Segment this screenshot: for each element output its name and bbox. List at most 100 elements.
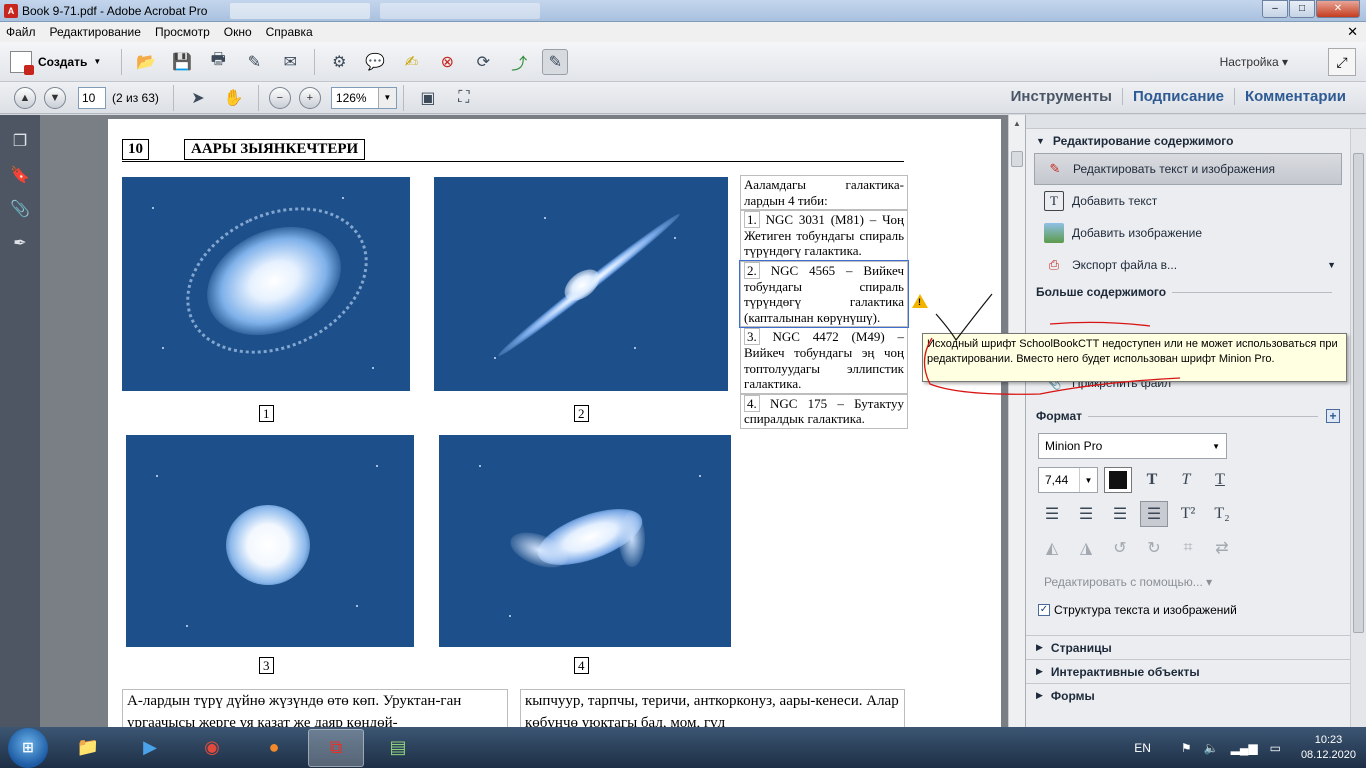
text-block[interactable]: 3. NGC 4472 (M49) – Вийкеч тобундагы эң … (740, 327, 908, 394)
pages-icon[interactable]: ❐ (12, 133, 28, 150)
blurred-tab (230, 3, 370, 19)
align-right-icon[interactable]: ☰ (1112, 506, 1128, 523)
edit-document-icon[interactable]: ✎ (247, 53, 261, 71)
print-icon[interactable]: 🖶 (210, 51, 226, 68)
maximize-button[interactable]: □ (1289, 0, 1315, 18)
flip-vertical-icon[interactable]: ◮ (1079, 540, 1093, 557)
edit-content-icon[interactable]: ✎ (542, 48, 569, 75)
explorer-icon[interactable]: 📁 (76, 737, 100, 757)
replace-image-icon[interactable]: ⇄ (1215, 540, 1229, 557)
tab-tools[interactable]: Инструменты (1010, 88, 1112, 105)
save-icon[interactable]: 💾 (172, 53, 193, 71)
bookmark-icon[interactable]: 🔖 (10, 167, 30, 184)
section-forms[interactable]: ▶ Формы (1026, 683, 1366, 707)
windows-taskbar: ⊞ 📁 ▶ ◉ ● ⧉ ▤ EN ⚑ 🔈 ▂▄▆ ▭ 10:23 08.12.2… (0, 727, 1366, 768)
delete-page-icon[interactable]: ⊗ (440, 53, 454, 71)
previous-page-icon[interactable]: ▲ (14, 86, 36, 109)
menu-view[interactable]: Просмотр (154, 25, 210, 39)
menu-file[interactable]: Файл (6, 25, 36, 39)
zoom-out-icon[interactable]: − (268, 86, 291, 109)
menu-help[interactable]: Справка (265, 25, 313, 39)
add-image-button[interactable]: Добавить изображение (1026, 217, 1366, 249)
close-document-icon[interactable]: ✕ (1347, 24, 1358, 39)
add-text-button[interactable]: T Добавить текст (1026, 185, 1366, 217)
fit-width-icon[interactable]: ⛶ (458, 88, 470, 106)
panel-scrollbar[interactable] (1350, 129, 1366, 727)
chrome-icon[interactable]: ◉ (204, 737, 220, 757)
edit-with-menu[interactable]: Редактировать с помощью... ▾ (1044, 575, 1213, 589)
font-select[interactable]: Minion Pro ▼ (1038, 433, 1227, 459)
settings-menu[interactable]: Настройка ▾ (1219, 55, 1288, 69)
section-interactive-objects[interactable]: ▶ Интерактивные объекты (1026, 659, 1366, 683)
comment-icon[interactable]: 💬 (365, 53, 386, 71)
signature-icon[interactable]: ✒ (13, 235, 27, 252)
align-justify-icon[interactable]: ☰ (1140, 501, 1168, 527)
section-content-editing[interactable]: ▼ Редактирование содержимого (1036, 134, 1234, 148)
close-button[interactable]: ✕ (1316, 0, 1360, 18)
rotate-right-icon[interactable]: ↻ (1147, 540, 1161, 557)
edit-text-icon: ✎ (1049, 161, 1061, 176)
tab-sign[interactable]: Подписание (1121, 88, 1234, 105)
next-page-icon[interactable]: ▼ (44, 86, 66, 109)
text-block[interactable]: 1. NGC 3031 (M81) – Чоң Жетиген тобундаг… (740, 210, 908, 261)
crop-icon[interactable]: ⌗ (1183, 539, 1193, 556)
terminal-icon[interactable]: ▤ (389, 737, 407, 757)
menu-edit[interactable]: Редактирование (49, 25, 141, 39)
extract-page-icon[interactable]: ⤴ (511, 55, 528, 73)
battery-icon[interactable]: ▭ (1269, 740, 1281, 755)
text-block[interactable]: Ааламдагы галактика-лардын 4 тиби: (740, 175, 908, 211)
create-button[interactable]: Создать ▼ (10, 49, 101, 75)
align-center-icon[interactable]: ☰ (1078, 506, 1094, 523)
flip-horizontal-icon[interactable]: ◭ (1045, 540, 1059, 557)
media-player-icon[interactable]: ▶ (143, 737, 157, 757)
gear-icon[interactable]: ⚙ (332, 53, 347, 71)
minimize-button[interactable]: – (1262, 0, 1288, 18)
page-number-input[interactable]: 10 (78, 86, 106, 109)
text-block[interactable]: 4. NGC 175 – Бутактуу спиралдык галактик… (740, 393, 908, 429)
structure-checkbox-row[interactable]: ✓ Структура текста и изображений (1038, 603, 1237, 617)
scroll-thumb[interactable] (1011, 151, 1023, 167)
rotate-left-icon[interactable]: ↺ (1113, 540, 1127, 557)
tab-comments[interactable]: Комментарии (1233, 88, 1356, 105)
scroll-up-icon[interactable]: ▲ (1013, 119, 1021, 128)
subscript-icon[interactable]: T₂ (1214, 505, 1230, 522)
flag-icon[interactable]: ⚑ (1180, 740, 1192, 755)
highlight-icon[interactable]: ✍ (404, 53, 418, 71)
attachment-icon[interactable]: 📎 (10, 201, 30, 218)
underline-icon[interactable]: T (1215, 471, 1225, 488)
plus-icon[interactable]: + (1326, 409, 1340, 423)
email-icon[interactable]: ✉ (283, 53, 297, 71)
start-button[interactable]: ⊞ (8, 727, 48, 768)
clock[interactable]: 10:23 08.12.2020 (1300, 733, 1356, 761)
acrobat-taskbar-icon[interactable]: ⧉ (308, 728, 364, 767)
warning-icon[interactable]: ! (912, 294, 928, 308)
align-left-icon[interactable]: ☰ (1044, 506, 1060, 523)
italic-icon[interactable]: T (1181, 471, 1191, 488)
text-block-selected[interactable]: 2. NGC 4565 – Вийкеч тобундагы спираль т… (739, 259, 909, 329)
document-area: 10 ААРЫ ЗЫЯНКЕЧТЕРИ 1 2 3 (40, 115, 1008, 727)
language-indicator[interactable]: EN (1134, 740, 1151, 755)
firefox-icon[interactable]: ● (268, 737, 280, 757)
fit-page-icon[interactable]: ▣ (420, 89, 436, 107)
fullscreen-icon[interactable]: ⤢ (1328, 48, 1356, 76)
hand-tool-icon[interactable]: ✋ (223, 89, 244, 107)
open-folder-icon[interactable]: 📂 (136, 53, 157, 71)
network-icon[interactable]: ▂▄▆ (1230, 740, 1258, 755)
volume-icon[interactable]: 🔈 (1203, 740, 1219, 755)
edit-text-images-button[interactable]: ✎ Редактировать текст и изображения (1034, 153, 1342, 185)
zoom-select[interactable]: 126% ▼ (330, 86, 397, 109)
menu-window[interactable]: Окно (223, 25, 252, 39)
rotate-page-icon[interactable]: ⟳ (476, 53, 490, 71)
text-block[interactable]: кыпчуур, тарпчы, теричи, анткорконуз, аа… (520, 689, 905, 727)
font-color-picker[interactable] (1104, 467, 1132, 493)
export-file-button[interactable]: ⎙ Экспорт файла в... ▼ (1026, 249, 1366, 281)
font-size-select[interactable]: 7,44 ▼ (1038, 467, 1098, 493)
document-scrollbar[interactable]: ▲ (1008, 115, 1025, 727)
text-block[interactable]: А-лардын түрү дүйнө жүзүндө өтө көп. Уру… (122, 689, 508, 727)
section-pages[interactable]: ▶ Страницы (1026, 635, 1366, 659)
select-cursor-icon[interactable]: ➤ (191, 89, 205, 107)
superscript-icon[interactable]: T² (1180, 505, 1196, 522)
zoom-in-icon[interactable]: + (298, 86, 321, 109)
bold-icon[interactable]: T (1146, 471, 1158, 488)
structure-checkbox[interactable]: ✓ (1038, 604, 1050, 616)
